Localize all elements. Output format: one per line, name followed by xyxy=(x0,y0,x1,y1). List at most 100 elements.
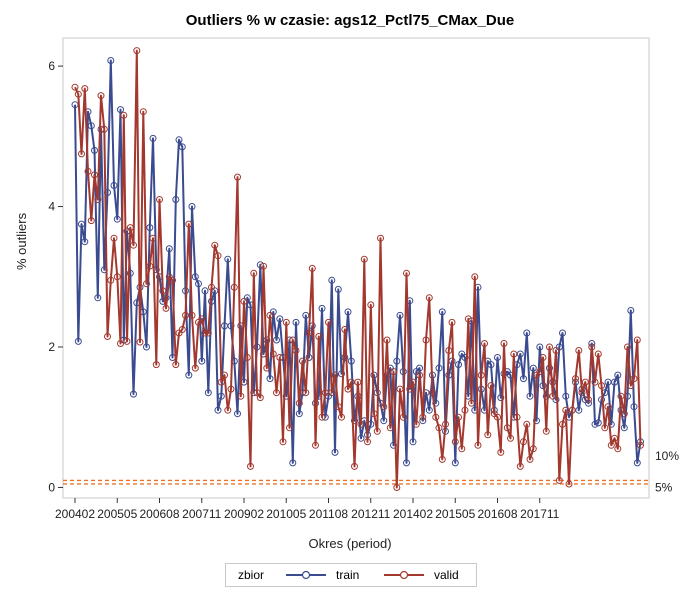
data-point-valid xyxy=(549,392,557,400)
data-point-valid xyxy=(399,413,407,421)
data-point-train xyxy=(409,438,417,446)
data-point-valid xyxy=(442,420,449,428)
data-point-valid xyxy=(627,382,635,390)
x-tick-label: 200505 xyxy=(97,507,137,521)
data-point-valid xyxy=(546,343,553,351)
data-point-valid xyxy=(113,273,121,281)
data-point-valid xyxy=(497,448,505,456)
data-point-valid xyxy=(367,301,375,309)
data-point-valid xyxy=(74,90,82,98)
data-point-valid xyxy=(354,378,362,386)
data-point-valid xyxy=(237,392,245,400)
data-point-valid xyxy=(432,413,440,421)
data-point-train xyxy=(253,343,261,351)
data-point-valid xyxy=(614,445,622,453)
data-point-train xyxy=(594,419,602,427)
data-point-valid xyxy=(149,234,157,242)
data-point-valid xyxy=(325,318,332,326)
data-point-valid xyxy=(81,85,89,93)
data-point-valid xyxy=(344,385,352,393)
data-point-valid xyxy=(390,368,397,376)
x-tick-label: 201108 xyxy=(309,507,348,521)
data-point-train xyxy=(94,294,102,302)
data-point-valid xyxy=(516,462,524,470)
data-point-valid xyxy=(383,336,391,344)
data-point-train xyxy=(74,337,82,345)
data-point-valid xyxy=(520,438,527,446)
series-group xyxy=(71,47,644,491)
data-point-valid xyxy=(607,441,615,449)
data-point-valid xyxy=(97,92,105,100)
data-point-train xyxy=(185,371,193,379)
data-point-valid xyxy=(458,445,466,453)
data-point-train xyxy=(607,420,615,428)
data-point-valid xyxy=(91,171,98,179)
data-point-valid xyxy=(308,264,316,272)
data-point-valid xyxy=(312,441,319,449)
data-point-valid xyxy=(110,234,118,242)
series-line-valid xyxy=(74,49,642,489)
data-point-train xyxy=(633,459,641,467)
data-point-valid xyxy=(523,420,531,428)
data-point-valid xyxy=(217,378,225,386)
data-point-valid xyxy=(139,108,147,116)
data-point-valid xyxy=(126,224,134,232)
data-point-valid xyxy=(295,399,303,407)
data-point-valid xyxy=(370,410,378,418)
data-point-valid xyxy=(422,336,430,344)
data-point-valid xyxy=(107,276,115,284)
data-point-valid xyxy=(552,347,560,354)
data-point-valid xyxy=(84,167,92,175)
data-point-valid xyxy=(377,234,384,242)
data-point-valid xyxy=(468,399,475,407)
data-point-train xyxy=(292,318,300,326)
data-point-valid xyxy=(234,173,241,181)
data-point-train xyxy=(117,106,124,114)
data-point-train xyxy=(351,417,358,425)
x-tick-label: 200711 xyxy=(182,507,221,521)
data-point-valid xyxy=(601,424,609,432)
data-point-valid xyxy=(221,371,228,379)
data-point-valid xyxy=(474,441,482,449)
data-point-valid xyxy=(513,413,521,421)
data-point-valid xyxy=(247,462,254,470)
data-point-valid xyxy=(334,403,342,411)
data-point-valid xyxy=(380,403,388,411)
data-point-valid xyxy=(624,343,631,351)
data-point-valid xyxy=(445,347,453,354)
data-point-valid xyxy=(393,484,401,491)
data-point-valid xyxy=(302,389,310,397)
data-point-valid xyxy=(198,315,206,323)
data-point-train xyxy=(357,434,365,442)
x-tick-label: 201402 xyxy=(393,507,433,521)
data-point-valid xyxy=(455,413,462,421)
data-point-valid xyxy=(494,413,501,421)
data-point-train xyxy=(559,329,566,337)
data-point-valid xyxy=(510,350,518,358)
data-point-train xyxy=(289,459,297,467)
data-point-train xyxy=(347,357,355,365)
data-point-valid xyxy=(487,382,495,390)
data-point-valid xyxy=(104,333,111,340)
y-tick-label: 0 xyxy=(48,480,55,494)
data-point-valid xyxy=(630,375,638,383)
data-point-valid xyxy=(266,311,274,319)
x-tick-label: 200902 xyxy=(224,507,264,521)
data-point-valid xyxy=(351,462,358,470)
data-point-train xyxy=(438,308,446,316)
data-point-valid xyxy=(162,304,170,312)
data-point-valid xyxy=(273,389,280,397)
data-point-train xyxy=(302,311,310,319)
data-point-valid xyxy=(305,329,313,337)
data-point-valid xyxy=(617,392,625,400)
data-point-valid xyxy=(172,361,180,369)
data-point-valid xyxy=(578,389,586,397)
data-point-valid xyxy=(146,262,154,270)
data-point-train xyxy=(614,371,622,379)
data-point-valid xyxy=(620,410,628,418)
y-tick-label: 2 xyxy=(48,340,55,354)
data-point-valid xyxy=(328,389,336,397)
data-point-valid xyxy=(133,47,141,55)
data-point-valid xyxy=(419,413,427,421)
